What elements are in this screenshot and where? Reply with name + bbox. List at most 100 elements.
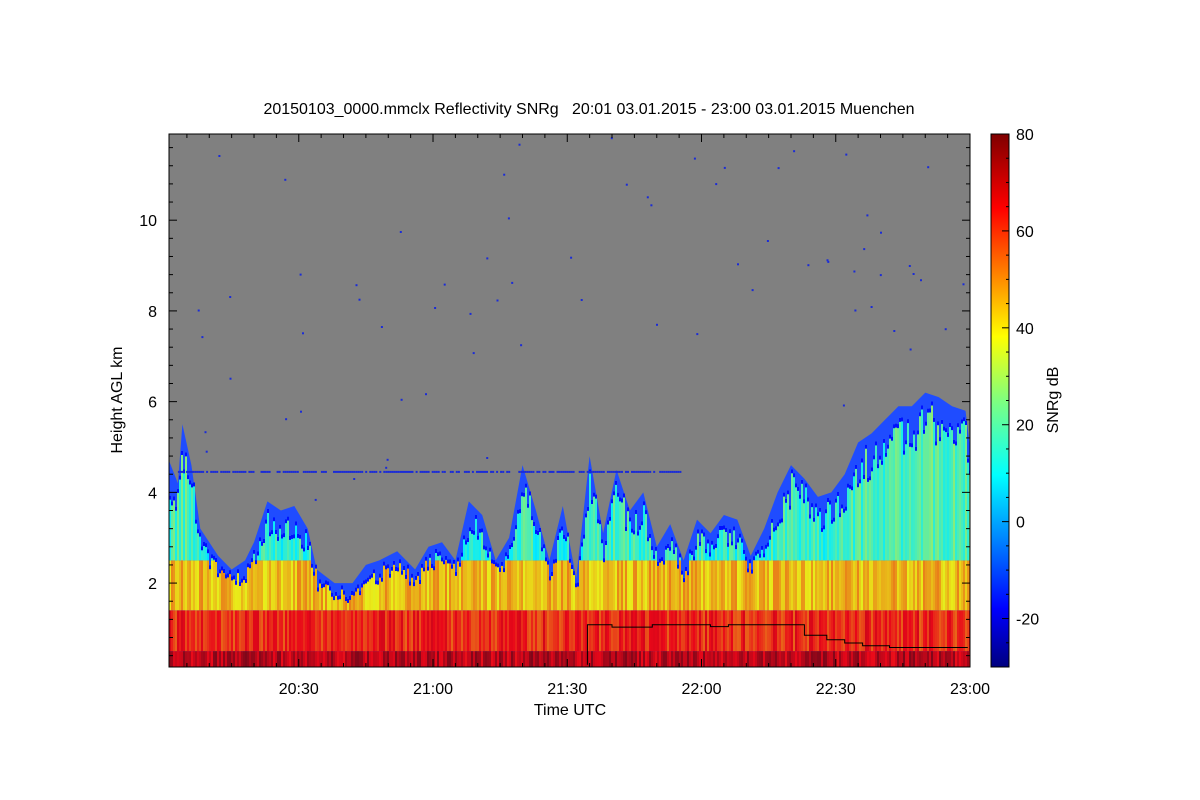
echo-column-segment: [903, 560, 905, 611]
echo-column-segment: [261, 560, 263, 611]
echo-column-segment: [175, 560, 177, 611]
detection-dot: [401, 470, 404, 473]
echo-column-segment: [809, 514, 811, 561]
echo-column-segment: [203, 560, 205, 611]
echo-column-segment: [717, 651, 719, 667]
echo-column-segment: [763, 560, 765, 611]
echo-column-segment: [531, 610, 533, 652]
noise-speckle: [355, 284, 358, 287]
echo-column-segment: [555, 560, 557, 611]
detection-dot: [188, 470, 190, 473]
echo-column-segment: [559, 560, 561, 611]
echo-column-segment: [383, 651, 385, 667]
echo-column-segment: [307, 546, 309, 561]
echo-column-segment: [611, 560, 613, 611]
echo-column-segment: [183, 469, 185, 561]
echo-column-segment: [199, 532, 201, 561]
echo-column-segment: [643, 610, 645, 652]
echo-column-edge: [851, 486, 853, 491]
echo-column-segment: [333, 610, 335, 652]
noise-speckle: [751, 289, 754, 292]
echo-column-segment: [533, 610, 535, 652]
echo-column-segment: [251, 560, 253, 611]
echo-column-segment: [527, 503, 529, 561]
echo-column-segment: [755, 560, 757, 611]
echo-column-segment: [387, 564, 389, 611]
echo-column-segment: [319, 610, 321, 652]
echo-column-segment: [435, 651, 437, 667]
echo-column-segment: [299, 610, 301, 652]
detection-dot: [385, 470, 388, 473]
echo-column-segment: [293, 610, 295, 652]
echo-column-segment: [421, 563, 423, 611]
echo-column-segment: [495, 562, 497, 611]
echo-column-segment: [639, 525, 641, 561]
echo-column-segment: [659, 610, 661, 652]
echo-column-segment: [583, 534, 585, 561]
echo-column-edge: [511, 543, 513, 547]
detection-dot: [216, 470, 219, 473]
echo-column-edge: [297, 533, 299, 538]
echo-column-segment: [423, 567, 425, 611]
echo-column-segment: [929, 651, 931, 667]
echo-column-segment: [411, 573, 413, 611]
echo-column-segment: [313, 610, 315, 652]
echo-column-segment: [465, 560, 467, 611]
echo-column-segment: [559, 610, 561, 652]
echo-column-segment: [573, 571, 575, 611]
echo-column-segment: [561, 526, 563, 561]
echo-column-segment: [681, 610, 683, 652]
echo-column-segment: [815, 610, 817, 652]
echo-column-segment: [491, 560, 493, 611]
echo-column-segment: [209, 651, 211, 667]
echo-column-edge: [591, 500, 593, 504]
echo-column-edge: [717, 534, 719, 539]
echo-column-segment: [179, 610, 181, 652]
echo-column-segment: [425, 610, 427, 652]
echo-column-edge: [415, 575, 417, 580]
echo-column-segment: [871, 467, 873, 561]
echo-column-segment: [515, 610, 517, 652]
echo-column-segment: [467, 538, 469, 561]
echo-column-segment: [179, 651, 181, 667]
noise-speckle: [909, 348, 912, 351]
echo-column-segment: [237, 610, 239, 652]
echo-column-segment: [523, 560, 525, 611]
echo-column-edge: [719, 526, 721, 530]
echo-column-segment: [957, 560, 959, 611]
echo-column-segment: [715, 543, 717, 561]
echo-column-segment: [525, 560, 527, 611]
echo-column-segment: [585, 513, 587, 561]
noise-speckle: [570, 256, 573, 259]
echo-column-segment: [765, 651, 767, 667]
echo-column-segment: [853, 610, 855, 652]
echo-column-segment: [957, 423, 959, 561]
echo-column-segment: [869, 651, 871, 667]
echo-column-segment: [645, 510, 647, 561]
echo-column-segment: [769, 610, 771, 652]
echo-column-segment: [695, 651, 697, 667]
echo-column-segment: [465, 540, 467, 561]
echo-column-segment: [443, 651, 445, 667]
echo-column-segment: [827, 610, 829, 652]
echo-column-segment: [433, 651, 435, 667]
echo-column-segment: [935, 560, 937, 611]
echo-column-edge: [737, 538, 739, 543]
echo-column-edge: [455, 571, 457, 576]
echo-column-segment: [337, 651, 339, 667]
echo-column-edge: [813, 517, 815, 522]
echo-column-edge: [329, 586, 331, 591]
echo-column-edge: [869, 476, 871, 481]
echo-column-segment: [183, 560, 185, 611]
echo-column-segment: [293, 560, 295, 611]
echo-column-segment: [551, 651, 553, 667]
echo-column-segment: [869, 560, 871, 611]
echo-column-segment: [651, 546, 653, 561]
echo-column-segment: [275, 610, 277, 652]
echo-column-segment: [525, 651, 527, 667]
echo-column-edge: [683, 578, 685, 583]
detection-dot: [407, 470, 410, 473]
echo-column-segment: [505, 651, 507, 667]
echo-column-segment: [707, 539, 709, 561]
echo-column-segment: [747, 568, 749, 611]
